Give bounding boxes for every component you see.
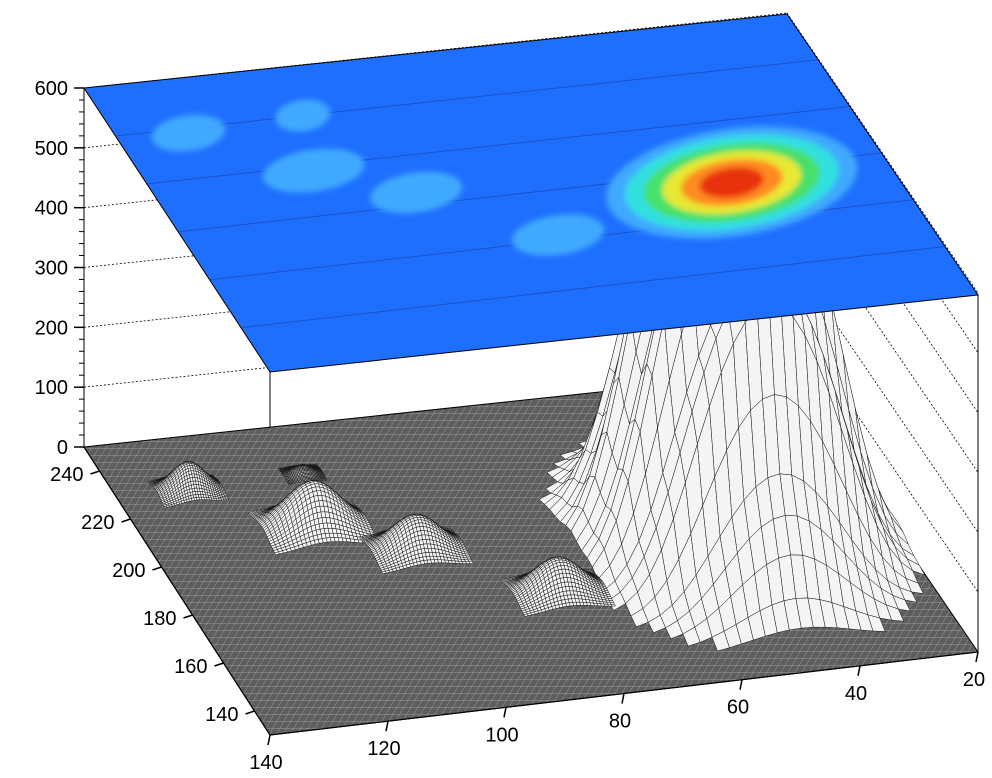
y-tick <box>121 518 131 523</box>
projection-blob <box>262 148 365 193</box>
y-axis: 140 160 180 200 220 240 <box>50 446 271 736</box>
z-tick-label: 400 <box>35 198 68 220</box>
x-tick <box>857 665 861 676</box>
projection-blob <box>511 214 605 256</box>
x-tick-label: 20 <box>963 669 985 691</box>
projection-blob <box>369 171 463 214</box>
peak <box>247 480 380 556</box>
z-tick-label: 300 <box>35 258 68 280</box>
x-tick <box>975 651 979 663</box>
z-tick-label: 100 <box>35 377 68 399</box>
y-tick-label: 200 <box>112 560 145 582</box>
x-tick-label: 80 <box>609 711 631 733</box>
peak <box>147 461 230 509</box>
top-gridline <box>114 59 819 137</box>
x-tick <box>503 707 507 718</box>
x-tick-label: 140 <box>249 752 282 774</box>
top-projection-plane <box>83 13 979 373</box>
y-tick <box>152 566 162 571</box>
y-tick-label: 160 <box>174 656 207 678</box>
x-tick-label: 40 <box>845 683 867 705</box>
y-tick-label: 180 <box>143 608 176 630</box>
y-tick-label: 240 <box>50 464 83 486</box>
y-tick <box>245 710 255 715</box>
z-gridline-right <box>786 12 979 294</box>
peak <box>277 464 328 485</box>
top-gridline <box>238 245 947 329</box>
y-axis-line <box>83 446 271 736</box>
z-tick-label: 200 <box>35 317 68 339</box>
y-tick <box>90 470 100 475</box>
x-tick-label: 60 <box>727 697 749 719</box>
y-tick-label: 220 <box>81 512 114 534</box>
x-axis: 140 120 100 80 60 40 20 <box>249 651 985 774</box>
z-tick-label: 600 <box>35 78 68 100</box>
z-tick-label: 500 <box>35 138 68 160</box>
z-axis: 0 100 200 300 400 500 600 <box>35 78 84 459</box>
projection-blob <box>275 99 331 132</box>
z-tick-label: 0 <box>57 437 68 459</box>
peak <box>500 556 616 617</box>
x-axis-line <box>269 651 979 736</box>
top-gridline <box>145 105 851 185</box>
y-tick <box>214 662 224 667</box>
x-tick-label: 100 <box>485 724 518 746</box>
peak <box>358 513 474 574</box>
y-tick-label: 140 <box>205 704 238 726</box>
projection-blobs <box>151 99 858 256</box>
y-tick <box>183 614 193 619</box>
x-tick-label: 120 <box>367 738 400 760</box>
x-tick <box>267 734 271 746</box>
x-tick <box>739 679 743 690</box>
projection-blob <box>151 114 226 152</box>
projection-blob <box>699 167 764 198</box>
x-tick <box>621 693 625 704</box>
x-tick <box>385 721 389 732</box>
